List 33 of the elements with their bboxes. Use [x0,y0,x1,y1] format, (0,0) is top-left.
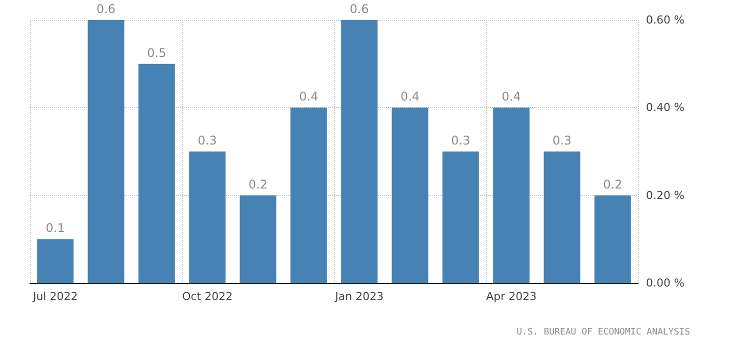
x-tick-label: Jan 2023 [334,290,384,303]
bar [341,20,378,283]
bar [442,152,479,283]
bar [544,152,580,283]
data-label: 0.6 [96,2,116,16]
y-tick-label: 0.60 % [646,14,684,26]
data-label: 0.4 [502,90,521,104]
data-label: 0.4 [299,90,318,104]
data-label: 0.4 [400,90,420,104]
bar [392,108,428,283]
data-label: 0.1 [46,221,65,236]
bar [594,195,631,283]
data-label: 0.5 [147,46,166,60]
x-tick-label: Oct 2022 [182,290,233,303]
x-tick-label: Apr 2023 [486,290,537,303]
bar [138,64,175,283]
y-tick-label: 0.00 % [646,276,684,290]
text: U.S. BUREAU OF ECONOMIC ANALYSIS [516,328,690,338]
bar [37,239,74,283]
bar [493,108,530,283]
data-label: 0.3 [451,134,470,148]
bar [240,195,276,283]
bar [189,152,226,283]
x-tick-label: Jul 2022 [32,290,78,303]
data-label: 0.6 [350,2,369,16]
y-tick-label: 0.40 % [646,101,684,114]
data-label: 0.2 [248,177,268,192]
bar [88,20,124,283]
data-label: 0.3 [552,134,572,148]
data-label: 0.3 [198,134,217,148]
bar [290,108,327,283]
data-label: 0.2 [603,177,622,192]
y-tick-label: 0.20 % [646,188,684,202]
